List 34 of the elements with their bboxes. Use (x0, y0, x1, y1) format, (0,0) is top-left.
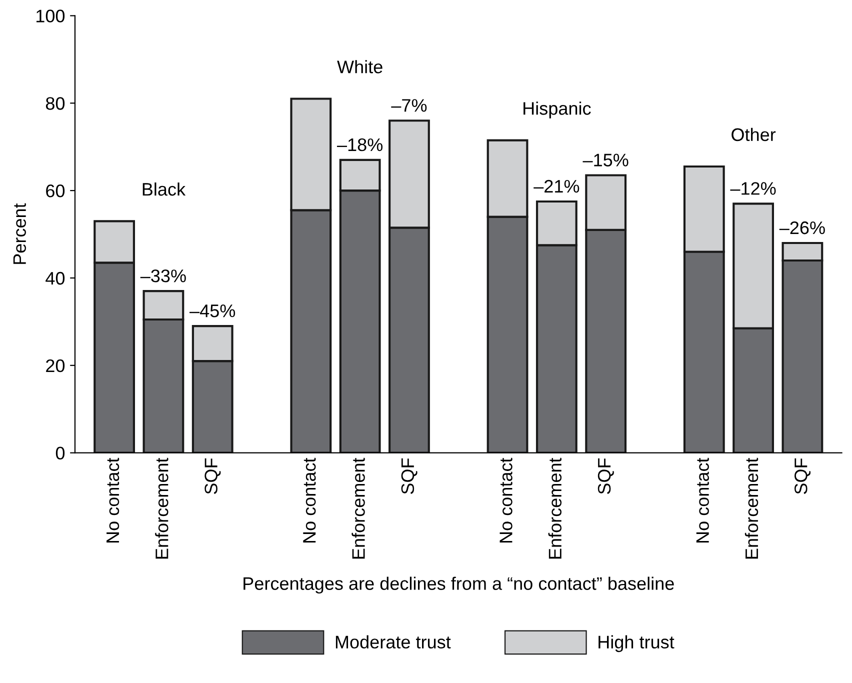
legend-label: Moderate trust (336, 635, 451, 649)
annotation: –7% (391, 99, 427, 112)
x-axis-title: Percentages are declines from a “no contact” baseline (244, 576, 674, 594)
annotation: –26% (779, 221, 825, 234)
x-tick-label: No contact (500, 458, 512, 543)
annotation: White (337, 60, 382, 74)
annotation: –21% (534, 180, 580, 193)
annotation: –45% (190, 304, 236, 318)
y-tick-label: 20 (46, 359, 65, 372)
y-axis-title: Percent (13, 203, 26, 264)
x-tick-label: SQF (401, 458, 418, 494)
x-tick-label: Enforcement (744, 458, 758, 559)
annotation: –33% (140, 269, 186, 282)
x-tick-label: Enforcement (155, 458, 168, 559)
annotation: –18% (336, 138, 383, 152)
x-tick-label: No contact (106, 458, 120, 543)
y-tick-label: 100 (36, 10, 65, 22)
x-tick-label: SQF (204, 458, 221, 494)
x-tick-label: No contact (303, 458, 316, 543)
annotation: Hispanic (524, 102, 591, 118)
annotation: –12% (730, 182, 776, 195)
annotation: –15% (582, 154, 628, 166)
y-tick-label: 60 (46, 184, 65, 198)
x-tick-label: Enforcement (352, 458, 365, 559)
y-tick-label: 40 (46, 272, 65, 285)
legend-label: High trust (598, 635, 674, 652)
y-tick-label: 80 (46, 97, 65, 110)
annotation: Black (142, 182, 186, 196)
y-tick-label: 0 (56, 446, 65, 460)
x-tick-label: Enforcement (548, 458, 562, 559)
x-tick-label: SQF (598, 458, 614, 494)
x-tick-label: No contact (696, 458, 709, 543)
x-tick-label: SQF (794, 458, 811, 494)
annotation: Other (732, 128, 776, 142)
